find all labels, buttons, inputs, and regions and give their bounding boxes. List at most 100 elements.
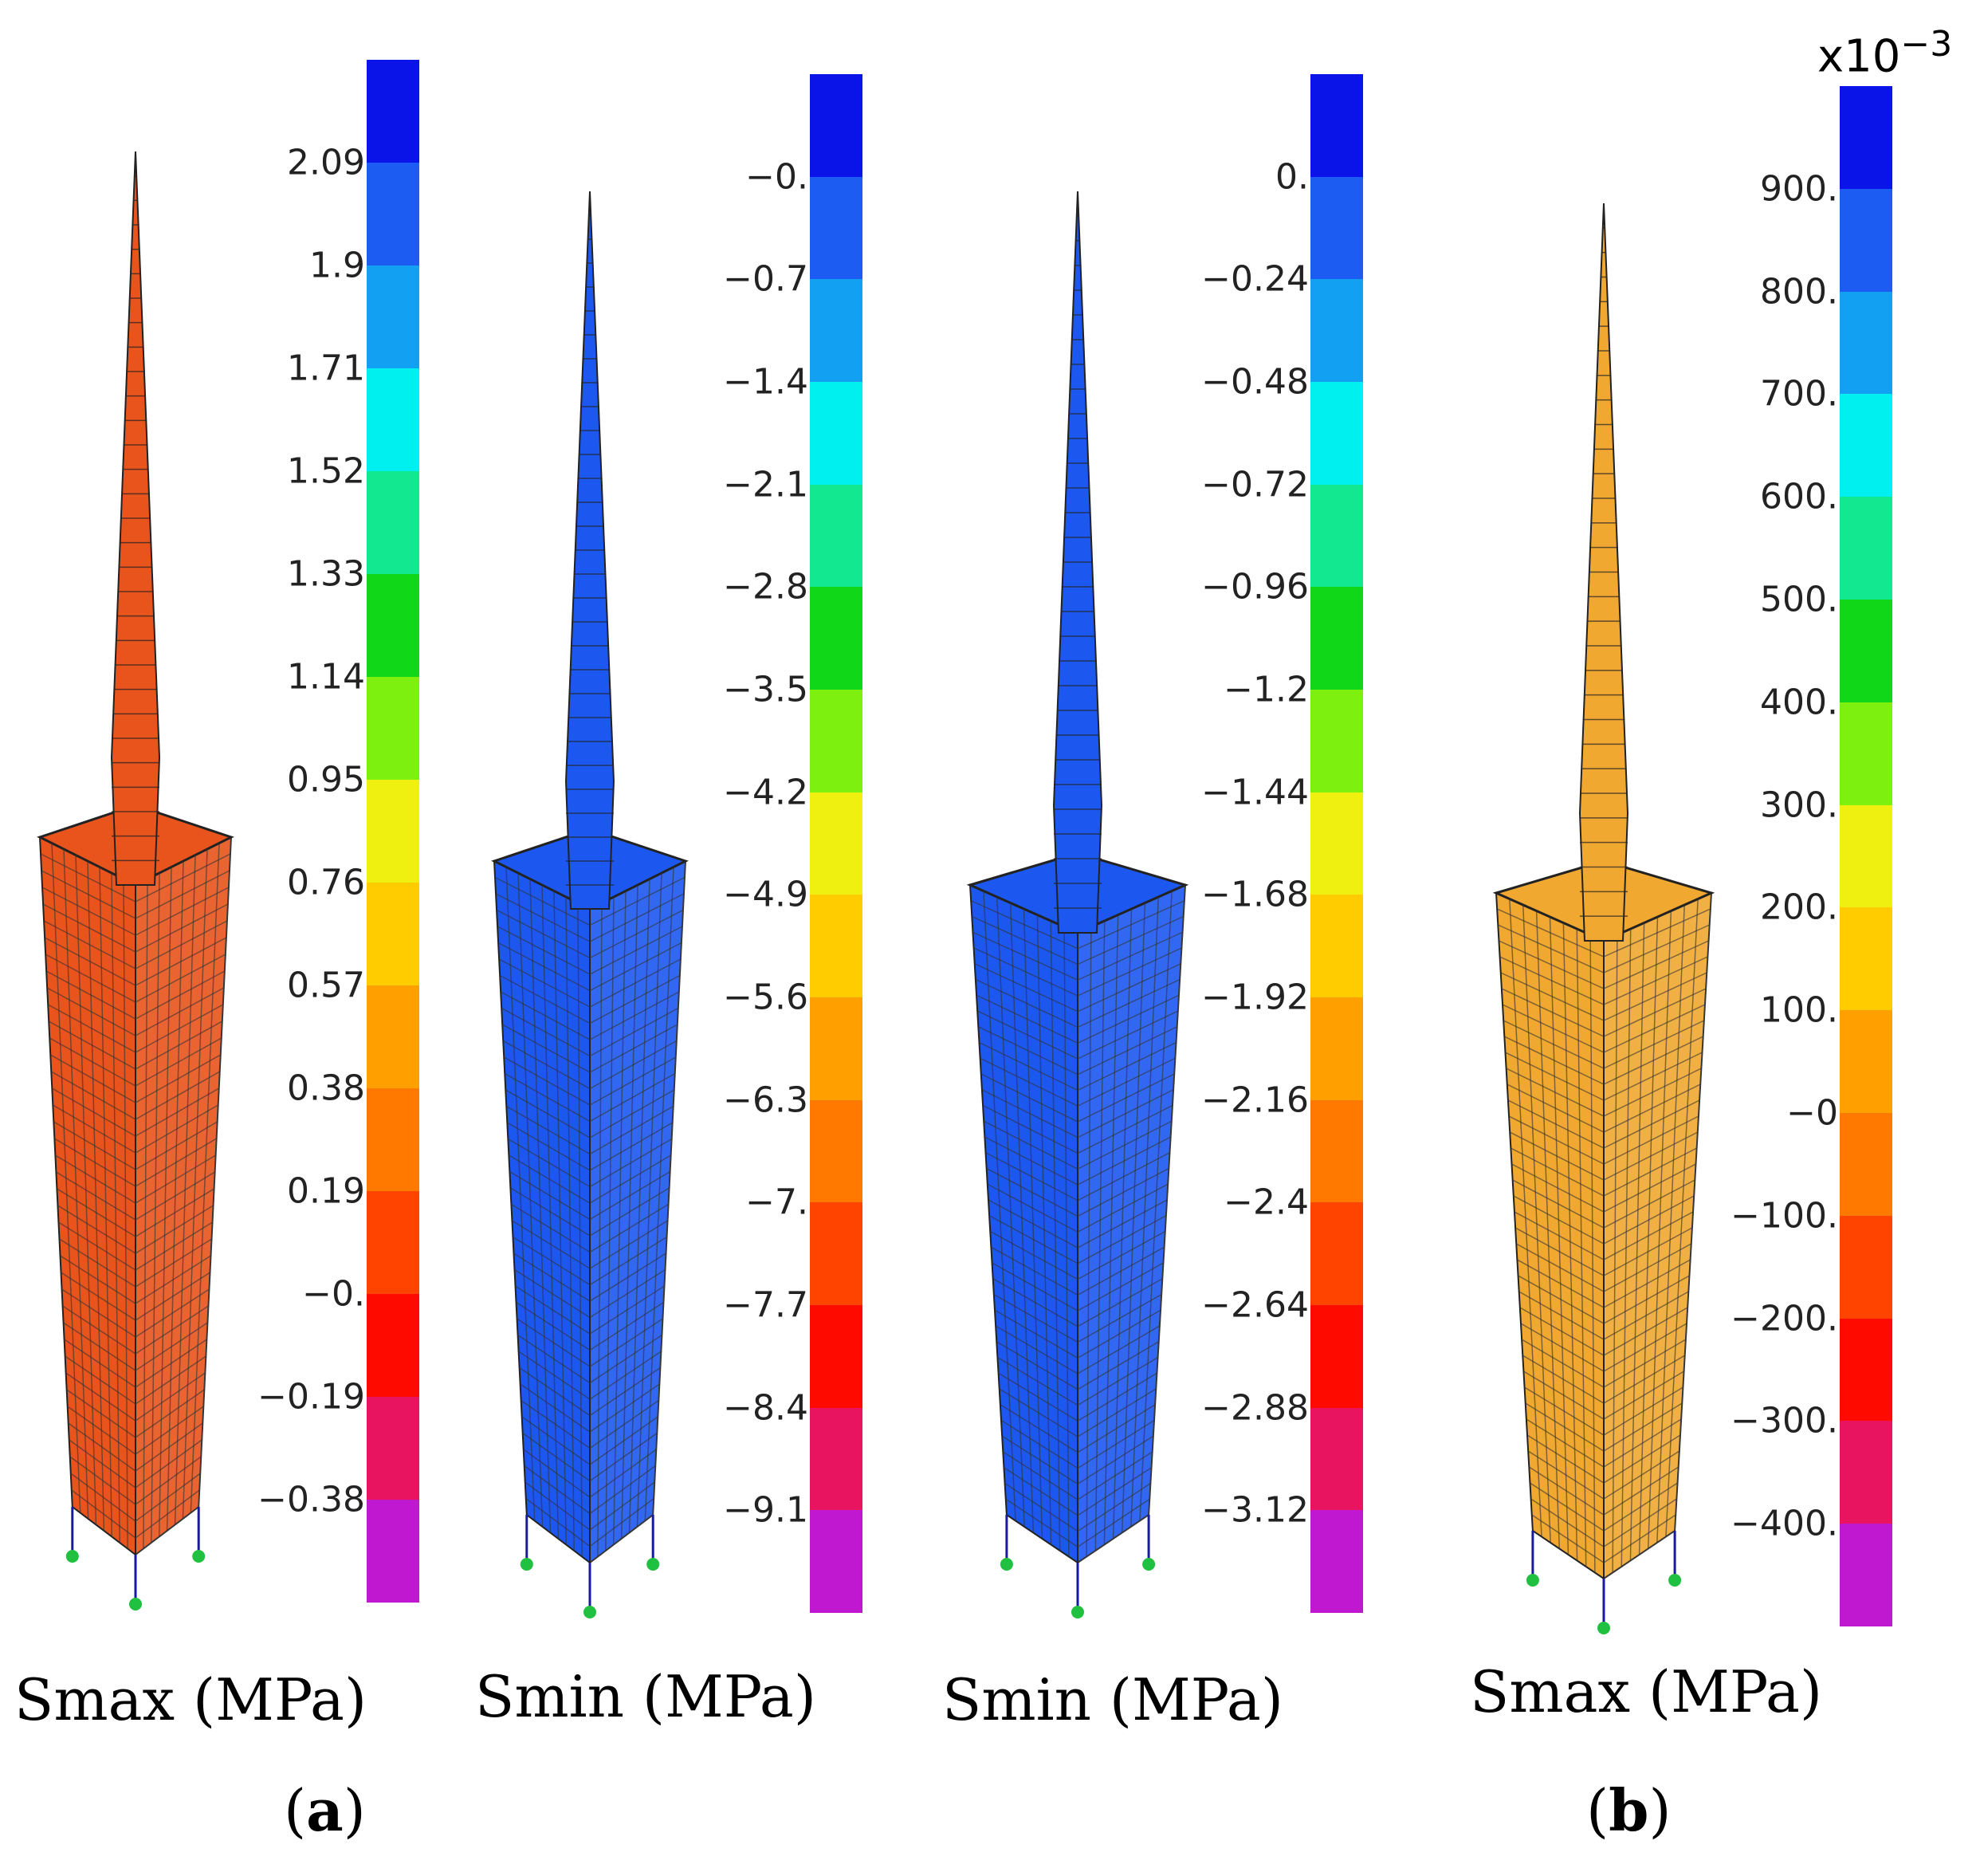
colorbar-tick-label: 900. [1760, 168, 1838, 210]
mesh-line [517, 872, 544, 1528]
colorbar-segment [810, 74, 862, 177]
colorbar-segment [810, 484, 862, 588]
mesh-line [1036, 914, 1052, 1545]
colorbar-tick-label: −4.9 [723, 874, 808, 915]
support-node [583, 1606, 596, 1618]
colorbar-tick-label: −7.7 [723, 1284, 808, 1326]
colorbar-tick-label: −2.4 [1224, 1182, 1309, 1223]
colorbar-segment [367, 265, 419, 368]
mesh-line [1130, 896, 1159, 1528]
sublabel-a-letter: a [306, 1776, 344, 1844]
colorbar-segment [367, 163, 419, 265]
colorbar-tick-label: 0.76 [287, 862, 365, 903]
colorbar-tick-label: −3.12 [1201, 1489, 1309, 1531]
colorbar-tick-label: 0.57 [287, 965, 365, 1006]
colorbar-segment [367, 1500, 419, 1603]
colorbar-segment [1310, 792, 1363, 895]
colorbar-tick-label: −0.19 [257, 1376, 365, 1418]
colorbar-segment [810, 176, 862, 280]
colorbar-tick-label: 0.38 [287, 1068, 365, 1109]
mesh-line [628, 879, 650, 1533]
colorbar-segment [810, 1202, 862, 1305]
tower-model-smin-b [966, 191, 1189, 1618]
colorbar-segment [1840, 1421, 1892, 1524]
colorbar-segment [1840, 394, 1892, 498]
mesh-line [1509, 899, 1542, 1537]
support-node [1000, 1558, 1013, 1571]
mesh-line [111, 872, 120, 1544]
colorbar-tick-label: 700. [1760, 373, 1838, 415]
colorbar-tick-label: −0. [745, 156, 808, 198]
colorbar-segment [810, 1304, 862, 1408]
mesh-line [1665, 899, 1699, 1537]
colorbar-segment [367, 471, 419, 574]
mesh-line [553, 891, 568, 1545]
mesh-line [1121, 903, 1146, 1533]
colorbar-segment [1840, 497, 1892, 600]
mesh-line [1612, 934, 1618, 1573]
colorbar-tick-label: −5.6 [723, 977, 808, 1018]
colorbar-segment [1840, 86, 1892, 189]
sublabel-b: (b) [1586, 1776, 1672, 1844]
panel-smin-b: Smin (MPa) 0. −0.24 −0.48 −0.72 −0.96 −1.2 −1.… [893, 0, 1371, 1876]
colorbar-segment [810, 792, 862, 895]
mesh-line [1063, 926, 1070, 1557]
colorbar-tick-label: −1.2 [1224, 669, 1309, 710]
colorbar-segment [1310, 381, 1363, 485]
sublabel-b-letter: b [1609, 1776, 1649, 1844]
colorbar-tick-label: 1.52 [287, 450, 365, 492]
panel-caption: Smax (MPa) [1470, 1658, 1823, 1725]
mesh-line [597, 903, 603, 1557]
support-node [1142, 1558, 1156, 1571]
colorbar [810, 74, 862, 1613]
colorbar-tick-label: −2.88 [1201, 1387, 1309, 1429]
colorbar-segment [810, 895, 862, 997]
colorbar-segment [367, 1191, 419, 1294]
mesh-line [529, 879, 552, 1533]
colorbar-segment [1310, 1510, 1363, 1613]
mesh-line [1535, 910, 1561, 1549]
mesh-line [505, 867, 536, 1521]
support-node [129, 1598, 142, 1611]
colorbar-segment [367, 1294, 419, 1397]
mesh-line [1023, 908, 1043, 1540]
colorbar-tick-label: −400. [1731, 1503, 1838, 1544]
mesh-line [605, 896, 615, 1552]
colorbar-segment [367, 1397, 419, 1500]
mesh-line [1576, 928, 1587, 1567]
colorbar-segment [1310, 587, 1363, 690]
colorbar-segment [1310, 279, 1363, 382]
mesh-line [1522, 904, 1551, 1544]
colorbar-segment [1310, 1304, 1363, 1408]
mesh-line [1549, 916, 1569, 1555]
colorbar-tick-label: −0.24 [1201, 258, 1309, 300]
colorbar-tick-label: −7. [745, 1182, 808, 1223]
mesh-line [636, 872, 662, 1528]
mesh-line [541, 884, 560, 1540]
mesh-line [1103, 914, 1119, 1545]
colorbar-tick-label: −1.68 [1201, 874, 1309, 915]
panel-caption: Smax (MPa) [14, 1666, 367, 1733]
colorbar-segment [1310, 74, 1363, 177]
colorbar-tick-label: −2.16 [1201, 1080, 1309, 1121]
mesh-line [620, 884, 638, 1540]
panel-caption: Smin (MPa) [475, 1663, 816, 1730]
mesh-line [75, 855, 97, 1525]
colorbar-tick-label: −100. [1731, 1195, 1838, 1237]
scale-multiplier: x10−3 [1817, 24, 1952, 83]
mesh-line [123, 879, 128, 1549]
colorbar-tick-label: −1.4 [723, 361, 808, 403]
colorbar-segment [1840, 907, 1892, 1011]
colorbar-segment [1310, 895, 1363, 997]
colorbar-tick-label: 1.9 [309, 245, 365, 286]
support-node [1597, 1622, 1610, 1634]
panel-smax-a: Smax (MPa) 2.09 1.9 1.71 1.52 1.33 1.14 0.95 0.… [0, 0, 446, 1876]
mesh-line [166, 860, 184, 1532]
colorbar-segment [810, 997, 862, 1100]
panel-smax-b: x10−3 Smax (MPa) 900. 800. 700. 600. 500. 400… [1371, 0, 1980, 1876]
support-node [1526, 1574, 1539, 1587]
tower-model-smax-b [1492, 203, 1715, 1634]
multiplier-exponent: −3 [1900, 24, 1953, 65]
mesh-line [1589, 934, 1596, 1573]
